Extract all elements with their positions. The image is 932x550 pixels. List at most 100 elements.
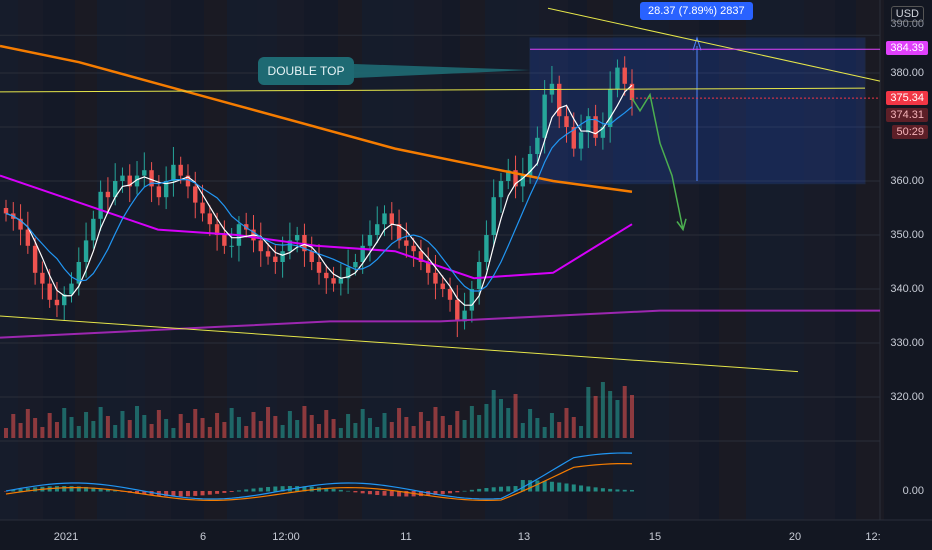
macd-bar: [207, 491, 212, 495]
candle-body: [91, 218, 96, 241]
session-stripe: [856, 0, 884, 520]
candle-body: [535, 137, 540, 154]
volume-bar: [346, 414, 351, 438]
time-tick: 11: [400, 531, 412, 543]
candle-body: [629, 83, 635, 100]
candle-body: [440, 283, 445, 289]
volume-bar: [287, 411, 292, 438]
countdown-tag: 50:29: [892, 125, 928, 139]
session-stripe: [669, 0, 699, 520]
macd-bar: [62, 486, 67, 492]
candle-body: [280, 251, 285, 262]
volume-bar: [448, 425, 453, 438]
volume-bar: [382, 413, 387, 438]
macd-bar: [397, 491, 402, 497]
macd-bar: [440, 491, 445, 495]
candle-body: [353, 262, 358, 268]
macd-line: [5, 452, 633, 500]
session-stripe: [18, 0, 43, 520]
volume-bar: [615, 400, 620, 438]
session-stripe: [442, 0, 460, 520]
candle-body: [389, 213, 394, 225]
price-tick: 320.00: [890, 391, 924, 403]
time-tick: 13: [517, 531, 531, 543]
volume-bar: [440, 416, 445, 438]
candle-body: [47, 283, 52, 300]
macd-bar: [135, 491, 140, 494]
volume-bar: [200, 418, 205, 438]
volume-bar: [542, 427, 547, 438]
macd-bar: [528, 480, 533, 492]
candle-body: [214, 224, 220, 235]
volume-bar: [54, 422, 59, 438]
volume-bar: [135, 406, 140, 438]
volume-bar: [156, 410, 161, 438]
macd-bar: [200, 491, 205, 496]
macd-bar: [309, 486, 314, 492]
candle-body: [418, 251, 424, 262]
price-tick: 350.00: [890, 229, 924, 241]
volume-bar: [11, 414, 16, 438]
price-tag: 374.31: [886, 108, 928, 122]
macd-signal-line: [5, 463, 633, 501]
session-stripe: [835, 0, 856, 520]
volume-bar: [280, 425, 285, 438]
candle-body: [294, 235, 300, 241]
candle-body: [462, 310, 467, 322]
candle-body: [69, 283, 74, 295]
volume-bar: [520, 423, 525, 438]
macd-bar: [236, 490, 241, 492]
volume-bar: [622, 386, 627, 438]
fast-ma-line: [5, 84, 633, 306]
volume-bar: [4, 428, 8, 438]
macd-bar: [258, 487, 263, 492]
macd-bar: [462, 490, 467, 492]
slow-ma-line: [5, 106, 633, 292]
session-stripe: [257, 0, 277, 520]
macd-bar: [185, 491, 190, 497]
volume-bar: [600, 382, 605, 438]
candle-body: [258, 240, 263, 252]
macd-bar: [84, 486, 89, 492]
candle-body: [557, 83, 562, 117]
macd-bar: [105, 489, 110, 492]
volume-bar: [317, 424, 321, 438]
volume-bar: [149, 424, 154, 438]
volume-bar: [295, 420, 300, 438]
macd-tick: 0.00: [902, 485, 924, 497]
price-tick-top: 390.00: [890, 18, 924, 30]
candle-body: [396, 224, 402, 241]
macd-bar: [302, 486, 307, 492]
macd-bar: [273, 486, 278, 492]
macd-bar: [91, 487, 96, 492]
double-top-callout[interactable]: DOUBLE TOP: [258, 57, 354, 85]
candle-body: [520, 175, 526, 187]
macd-bar: [375, 491, 380, 495]
candle-body: [127, 175, 132, 187]
session-stripe: [227, 0, 257, 520]
macd-bar: [113, 490, 118, 492]
candle-body: [345, 267, 351, 279]
candle-body: [527, 154, 533, 176]
macd-bar: [418, 491, 423, 497]
session-stripe: [517, 0, 539, 520]
volume-bar: [185, 423, 190, 438]
resistance-price-tag: 384.39: [886, 41, 928, 55]
volume-bar: [113, 425, 118, 438]
macd-bar: [18, 489, 23, 492]
volume-bar: [571, 417, 576, 438]
volume-bar: [164, 419, 169, 438]
volume-bar: [338, 428, 343, 438]
volume-bar: [142, 415, 147, 438]
measure-arrowhead: [692, 36, 702, 51]
measure-label: 28.37 (7.89%) 2837: [640, 2, 753, 20]
session-stripe: [171, 0, 204, 520]
moving-average-line: [0, 44, 633, 194]
currency-label[interactable]: USD: [890, 6, 924, 22]
session-stripe: [646, 0, 669, 520]
candle-body: [338, 278, 344, 284]
callout-pointer: [354, 64, 530, 78]
macd-bar: [338, 489, 343, 492]
volume-bar: [62, 408, 67, 438]
